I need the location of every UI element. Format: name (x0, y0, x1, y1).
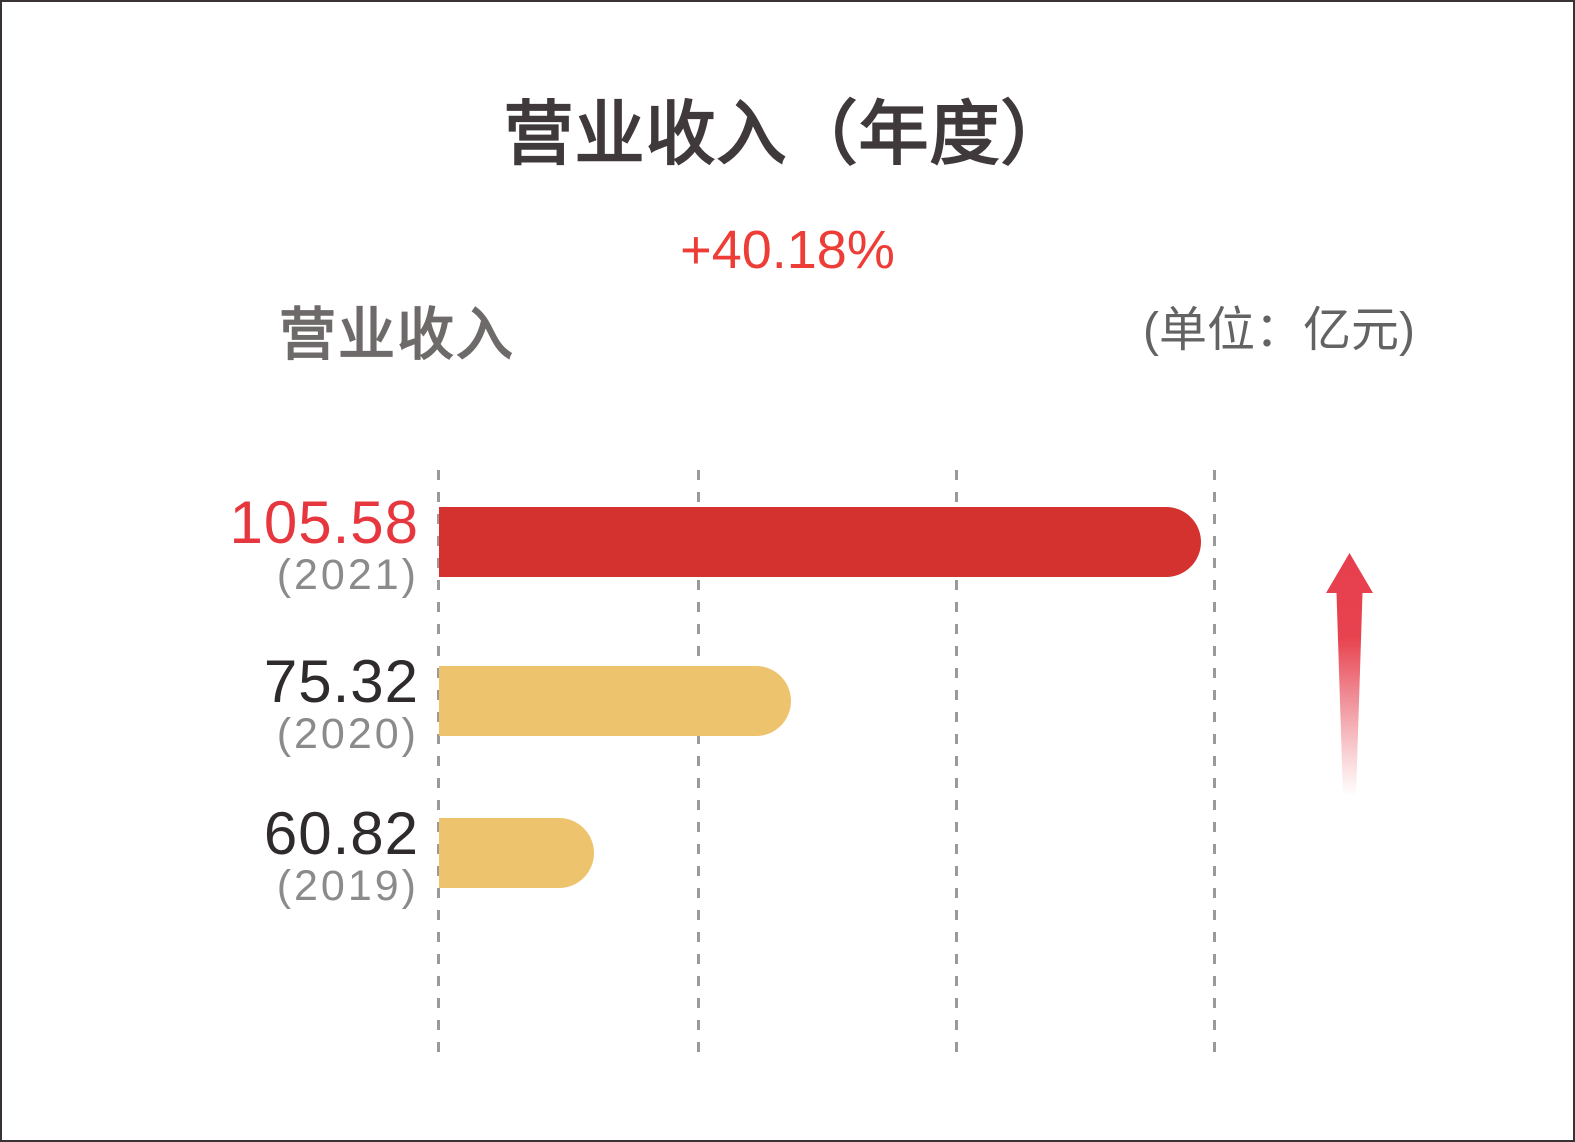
value-label-2019: 60.82 (263, 800, 419, 867)
gridline-4 (1213, 470, 1216, 1052)
row-label-2021: 105.58 (2021) (2, 489, 419, 599)
value-label-2021: 105.58 (229, 489, 419, 556)
series-label: 营业收入 (279, 303, 515, 367)
bar-2021 (439, 507, 1201, 577)
year-label-2020: (2020) (276, 710, 419, 758)
value-label-2020: 75.32 (263, 648, 419, 715)
chart-title: 营业收入（年度） (503, 95, 1072, 173)
bar-2019 (439, 818, 594, 888)
gridline-2 (697, 470, 700, 1052)
growth-percentage: +40.18% (680, 220, 895, 280)
row-label-2019: 60.82 (2019) (2, 800, 419, 910)
bar-2020 (439, 666, 791, 736)
gridline-1 (437, 470, 440, 1052)
year-label-2021: (2021) (276, 551, 419, 599)
growth-up-arrow-icon (1326, 553, 1373, 796)
unit-label: (单位：亿元) (1143, 304, 1415, 357)
gridline-3 (955, 470, 958, 1052)
row-label-2020: 75.32 (2020) (2, 648, 419, 758)
year-label-2019: (2019) (276, 862, 419, 910)
